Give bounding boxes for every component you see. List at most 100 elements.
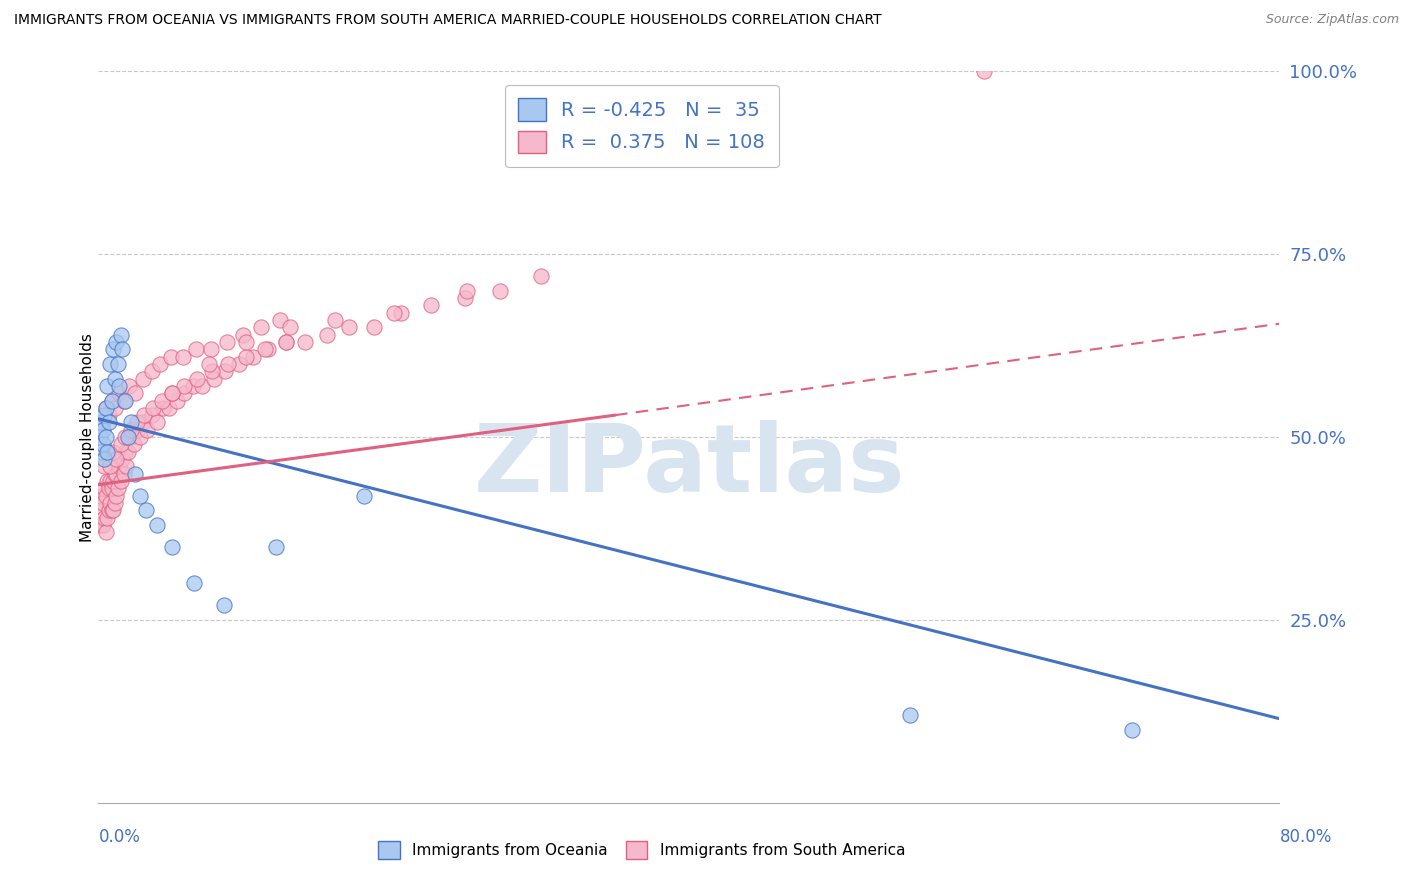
Point [105,334,128,349]
Point [93,510,115,524]
Point [191,379,214,393]
Point [150,393,173,408]
Point [274,334,297,349]
Point [198,357,221,371]
Point [108,386,131,401]
Point [181,379,204,393]
Point [141,364,163,378]
Point [453,291,475,305]
Point [294,334,316,349]
Point [91,496,114,510]
Point [105,489,128,503]
Point [166,393,188,408]
Text: IMMIGRANTS FROM OCEANIA VS IMMIGRANTS FROM SOUTH AMERICA MARRIED-COUPLE HOUSEHOL: IMMIGRANTS FROM OCEANIA VS IMMIGRANTS FR… [14,13,882,28]
Point [217,357,239,371]
Point [136,423,159,437]
Point [117,430,139,444]
Point [173,386,195,401]
Point [112,393,135,408]
Point [107,481,129,495]
Point [214,364,236,378]
Point [172,350,194,364]
Point [186,371,208,385]
Point [353,489,375,503]
Point [274,334,297,349]
Point [100,503,122,517]
Point [128,430,150,444]
Point [215,334,238,349]
Text: 0.0%: 0.0% [98,828,141,846]
Point [93,452,115,467]
Point [107,357,129,371]
Point [132,416,155,430]
Point [93,459,115,474]
Point [157,401,180,415]
Point [96,510,118,524]
Point [94,401,117,415]
Point [146,416,169,430]
Point [269,313,291,327]
Point [90,503,112,517]
Point [104,371,127,385]
Point [235,334,257,349]
Point [128,489,150,503]
Point [120,423,142,437]
Point [115,459,138,474]
Point [96,474,118,488]
Point [117,444,139,458]
Point [90,416,112,430]
Point [91,517,114,532]
Point [124,467,146,481]
Point [104,496,127,510]
Point [363,320,385,334]
Point [110,437,132,451]
Point [316,327,339,342]
Point [98,496,121,510]
Point [141,408,163,422]
Point [94,489,117,503]
Point [162,386,183,401]
Point [134,408,156,422]
Point [142,401,165,415]
Point [98,474,121,488]
Point [91,423,114,437]
Point [339,320,360,334]
Point [235,350,257,364]
Point [103,474,125,488]
Point [242,350,264,364]
Point [124,386,146,401]
Point [118,379,141,393]
Point [152,401,174,415]
Point [232,327,254,342]
Point [103,444,125,458]
Point [98,357,121,371]
Point [202,371,225,385]
Point [456,284,478,298]
Point [125,423,148,437]
Point [89,430,111,444]
Point [104,401,127,415]
Point [122,437,145,451]
Point [110,327,132,342]
Point [104,467,127,481]
Point [114,393,136,408]
Point [112,467,135,481]
Point [96,444,118,458]
Point [228,357,250,371]
Point [146,517,169,532]
Point [94,525,117,540]
Point [162,386,183,401]
Point [96,379,118,393]
Point [105,452,128,467]
Point [120,416,142,430]
Point [111,343,134,357]
Point [100,393,122,408]
Point [254,343,277,357]
Point [114,430,136,444]
Point [900,708,922,723]
Point [91,416,114,430]
Point [90,489,112,503]
Point [100,481,122,495]
Point [97,416,120,430]
Point [184,343,207,357]
